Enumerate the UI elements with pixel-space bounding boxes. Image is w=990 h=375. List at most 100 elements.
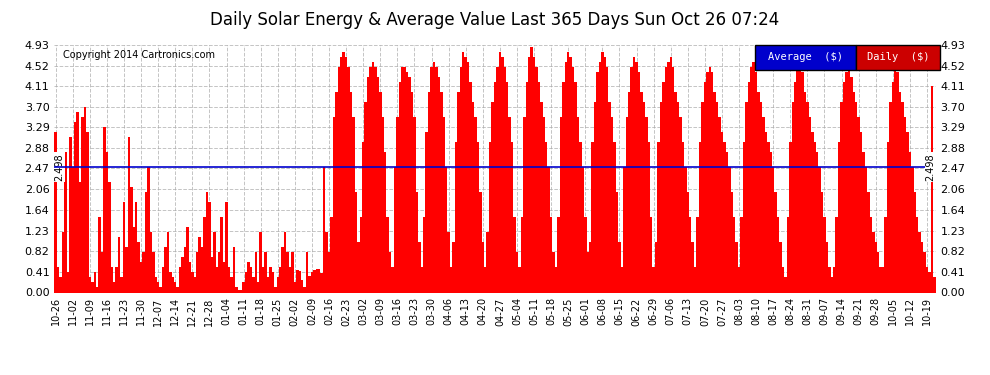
Bar — [911, 167, 914, 292]
Bar — [852, 92, 855, 292]
Bar — [845, 72, 847, 292]
Bar — [86, 132, 89, 292]
Bar — [784, 278, 787, 292]
Bar — [496, 67, 499, 292]
Bar — [904, 117, 906, 292]
Bar — [826, 242, 829, 292]
Bar — [755, 72, 757, 292]
Bar — [579, 142, 582, 292]
Bar — [249, 267, 252, 292]
Text: 2.498: 2.498 — [54, 153, 64, 181]
Bar — [489, 142, 491, 292]
Bar — [486, 232, 489, 292]
Bar — [829, 267, 831, 292]
Bar — [699, 142, 701, 292]
Bar — [438, 76, 441, 292]
Bar — [79, 182, 81, 292]
Bar — [719, 117, 721, 292]
Bar — [543, 117, 545, 292]
Bar — [633, 57, 636, 292]
Bar — [777, 217, 779, 292]
Bar — [311, 272, 313, 292]
Bar — [452, 242, 454, 292]
Bar — [782, 267, 784, 292]
Bar — [289, 267, 291, 292]
Bar — [418, 242, 421, 292]
Bar — [433, 62, 436, 292]
Bar — [897, 72, 899, 292]
Bar — [626, 117, 628, 292]
Bar — [559, 117, 562, 292]
Bar — [806, 102, 809, 292]
Bar — [701, 102, 704, 292]
Bar — [867, 192, 869, 292]
Bar — [318, 269, 321, 292]
Bar — [536, 67, 538, 292]
Bar — [157, 282, 159, 292]
Bar — [336, 92, 338, 292]
Bar — [549, 217, 552, 292]
Bar — [54, 132, 56, 292]
Bar — [689, 217, 691, 292]
Bar — [811, 132, 814, 292]
Bar — [847, 64, 850, 292]
Bar — [774, 192, 777, 292]
Bar — [694, 267, 696, 292]
Bar — [71, 167, 74, 292]
Bar — [745, 102, 747, 292]
Bar — [69, 137, 71, 292]
Bar — [814, 142, 816, 292]
Bar — [408, 76, 411, 292]
Bar — [545, 142, 547, 292]
Bar — [203, 217, 206, 292]
Bar — [650, 217, 652, 292]
Bar — [64, 152, 66, 292]
Bar — [186, 227, 189, 292]
Bar — [445, 167, 447, 292]
Bar — [166, 232, 169, 292]
Bar — [238, 290, 240, 292]
Bar — [636, 62, 638, 292]
Bar — [384, 152, 386, 292]
Bar — [831, 278, 833, 292]
Bar — [274, 288, 276, 292]
Bar — [333, 117, 336, 292]
Bar — [159, 288, 161, 292]
Bar — [271, 272, 274, 292]
Bar — [659, 102, 662, 292]
Bar — [376, 76, 379, 292]
Bar — [750, 67, 752, 292]
Bar — [264, 252, 266, 292]
Bar — [179, 267, 181, 292]
Bar — [882, 267, 884, 292]
Bar — [504, 67, 506, 292]
Bar — [726, 152, 728, 292]
Bar — [303, 288, 306, 292]
Bar — [696, 217, 699, 292]
Bar — [899, 92, 901, 292]
Bar — [467, 62, 469, 292]
Bar — [872, 232, 874, 292]
Bar — [567, 51, 569, 292]
Bar — [56, 267, 59, 292]
Bar — [821, 192, 824, 292]
Bar — [916, 217, 919, 292]
Bar — [652, 267, 654, 292]
Bar — [61, 232, 64, 292]
Bar — [364, 102, 367, 292]
Bar — [189, 262, 191, 292]
Bar — [128, 137, 130, 292]
Bar — [481, 242, 484, 292]
Bar — [213, 232, 216, 292]
Bar — [501, 57, 504, 292]
Bar — [108, 182, 111, 292]
Bar — [176, 288, 179, 292]
Bar — [787, 217, 789, 292]
Bar — [704, 82, 706, 292]
Bar — [269, 267, 271, 292]
Bar — [616, 192, 619, 292]
Bar — [691, 242, 694, 292]
Bar — [206, 192, 208, 292]
Bar — [667, 62, 669, 292]
Bar — [731, 192, 733, 292]
